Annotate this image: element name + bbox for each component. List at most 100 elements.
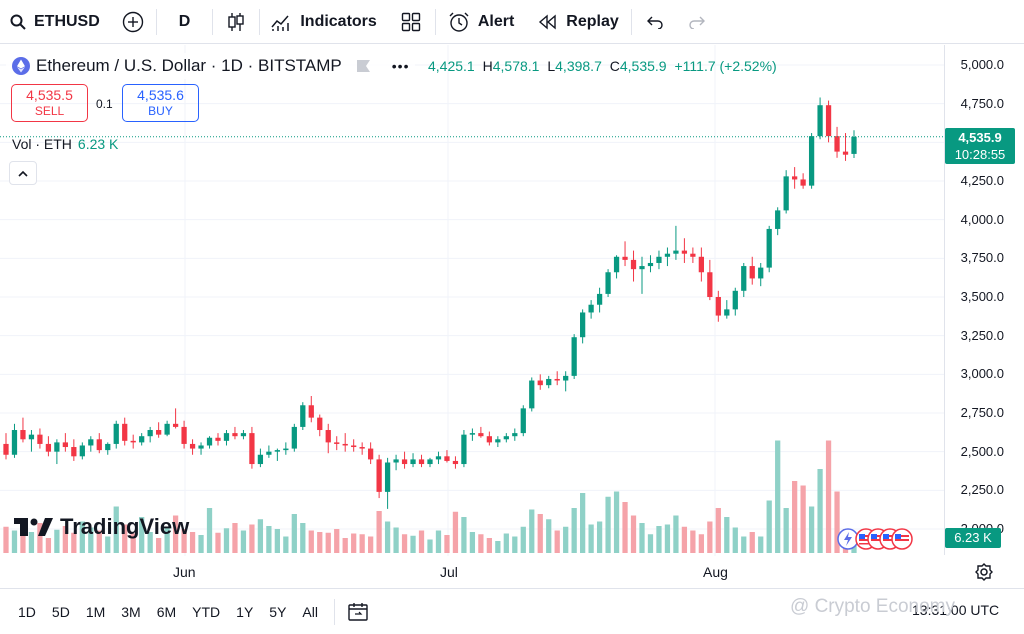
volume-bar bbox=[741, 536, 747, 553]
price-axis[interactable]: 5,000.04,750.04,500.04,250.04,000.03,750… bbox=[944, 45, 1024, 555]
range-5y[interactable]: 5Y bbox=[269, 603, 287, 620]
alarm-clock-icon bbox=[449, 12, 469, 32]
candle-body bbox=[113, 423, 119, 444]
flag-icon[interactable] bbox=[356, 59, 372, 73]
volume-bar bbox=[189, 532, 196, 553]
compare-button[interactable] bbox=[110, 0, 156, 44]
candle-body bbox=[20, 430, 26, 440]
candle-body bbox=[232, 433, 238, 437]
range-all[interactable]: All bbox=[302, 603, 318, 620]
us-flag-icon[interactable] bbox=[890, 527, 914, 551]
toolbar-divider bbox=[333, 598, 335, 625]
range-6m[interactable]: 6M bbox=[156, 603, 177, 620]
symbol-legend[interactable]: Ethereum / U.S. Dollar · 1D · BITSTAMP •… bbox=[6, 53, 416, 79]
candle-body bbox=[96, 439, 102, 451]
candle-body bbox=[181, 426, 187, 444]
volume-bar bbox=[359, 534, 365, 553]
candle-body bbox=[147, 430, 153, 437]
candle-body bbox=[376, 459, 382, 492]
candle-body bbox=[300, 405, 306, 427]
volume-bar bbox=[834, 491, 840, 553]
candle-body bbox=[639, 266, 645, 270]
chart-type-button[interactable] bbox=[213, 0, 259, 44]
range-5d[interactable]: 5D bbox=[51, 603, 70, 620]
volume-bar bbox=[325, 532, 331, 553]
candle-body bbox=[79, 445, 85, 457]
symbol-search[interactable]: ETHUSD bbox=[0, 0, 110, 44]
layouts-button[interactable] bbox=[387, 0, 435, 44]
candle-body bbox=[130, 440, 136, 443]
candle-body bbox=[334, 442, 340, 444]
candle-body bbox=[215, 437, 221, 441]
volume-bar bbox=[469, 532, 476, 553]
candle-body bbox=[596, 293, 603, 305]
candle-body bbox=[393, 459, 399, 463]
volume-bar bbox=[673, 515, 679, 553]
price-axis-label: 4,000.0 bbox=[960, 211, 1004, 227]
range-ytd[interactable]: YTD bbox=[192, 603, 221, 620]
time-readout: 13:31:00 UTC bbox=[912, 602, 1000, 618]
alert-button[interactable]: Alert bbox=[436, 0, 526, 44]
candle-body bbox=[28, 434, 35, 440]
range-1m[interactable]: 1M bbox=[85, 603, 106, 620]
range-1d[interactable]: 1D bbox=[18, 603, 36, 620]
open-value: 4,425.1 bbox=[428, 58, 475, 74]
sell-button[interactable]: 4,535.5 SELL bbox=[11, 84, 88, 122]
redo-button[interactable] bbox=[678, 0, 716, 44]
volume-bar bbox=[96, 530, 102, 553]
volume-bar bbox=[724, 517, 730, 553]
current-price-value: 4,535.9 bbox=[958, 130, 1002, 145]
candles bbox=[3, 97, 857, 509]
volume-bar bbox=[588, 524, 594, 553]
candle-body bbox=[622, 256, 628, 260]
volume-bar bbox=[139, 517, 145, 553]
events-markers[interactable] bbox=[836, 527, 914, 551]
time-tick: Aug bbox=[703, 564, 728, 580]
candle-body bbox=[707, 272, 713, 297]
price-axis-label: 2,750.0 bbox=[960, 405, 1004, 420]
collapse-legend-button[interactable] bbox=[9, 161, 37, 185]
volume-bar bbox=[732, 527, 738, 553]
volume-bar bbox=[792, 481, 798, 553]
volume-bar bbox=[62, 526, 68, 553]
candle-body bbox=[37, 434, 43, 444]
low-prefix: L bbox=[547, 58, 556, 74]
replay-button[interactable]: Replay bbox=[526, 0, 630, 44]
range-3m[interactable]: 3M bbox=[121, 603, 141, 620]
price-axis-label: 3,500.0 bbox=[960, 289, 1004, 304]
candle-body bbox=[401, 459, 408, 465]
volume-bar bbox=[156, 538, 162, 553]
candle-body bbox=[240, 433, 247, 437]
volume-bar bbox=[698, 534, 704, 553]
volume-legend[interactable]: Vol · ETH 6.23 K bbox=[12, 136, 118, 152]
indicators-button[interactable]: Indicators bbox=[260, 0, 386, 44]
price-chart[interactable] bbox=[0, 45, 1024, 590]
ohlc-values: 4,425.1 H4,578.1 L4,398.7 C4,535.9 +111.… bbox=[428, 58, 777, 74]
price-axis-label: 2,500.0 bbox=[960, 443, 1004, 459]
volume-bar bbox=[596, 521, 603, 553]
candle-body bbox=[842, 151, 849, 155]
redo-icon bbox=[689, 16, 705, 29]
price-axis-label: 2,250.0 bbox=[960, 482, 1004, 498]
volume-bar bbox=[410, 535, 416, 553]
tradingview-mark-icon bbox=[14, 518, 53, 536]
candle-body bbox=[172, 423, 179, 427]
volume-bar bbox=[427, 539, 433, 553]
volume-bar bbox=[681, 526, 688, 553]
buy-button[interactable]: 4,535.6 BUY bbox=[122, 84, 199, 122]
settings-gear-icon[interactable] bbox=[974, 562, 994, 582]
range-1y[interactable]: 1Y bbox=[236, 603, 254, 620]
volume-tag: 6.23 K bbox=[945, 528, 1001, 548]
close-prefix: C bbox=[609, 58, 620, 74]
undo-button[interactable] bbox=[632, 0, 678, 44]
candle-body bbox=[613, 256, 620, 273]
candle-body bbox=[461, 434, 467, 465]
more-options-icon[interactable]: ••• bbox=[391, 58, 410, 74]
volume-bar bbox=[656, 526, 662, 553]
interval-button[interactable]: D bbox=[157, 0, 213, 44]
tradingview-logo[interactable]: TradingView bbox=[14, 514, 189, 540]
time-axis[interactable]: Jun Jul Aug bbox=[0, 556, 944, 586]
indicators-icon bbox=[271, 15, 290, 31]
goto-date-icon[interactable] bbox=[347, 601, 369, 623]
volume-bar bbox=[274, 529, 280, 553]
